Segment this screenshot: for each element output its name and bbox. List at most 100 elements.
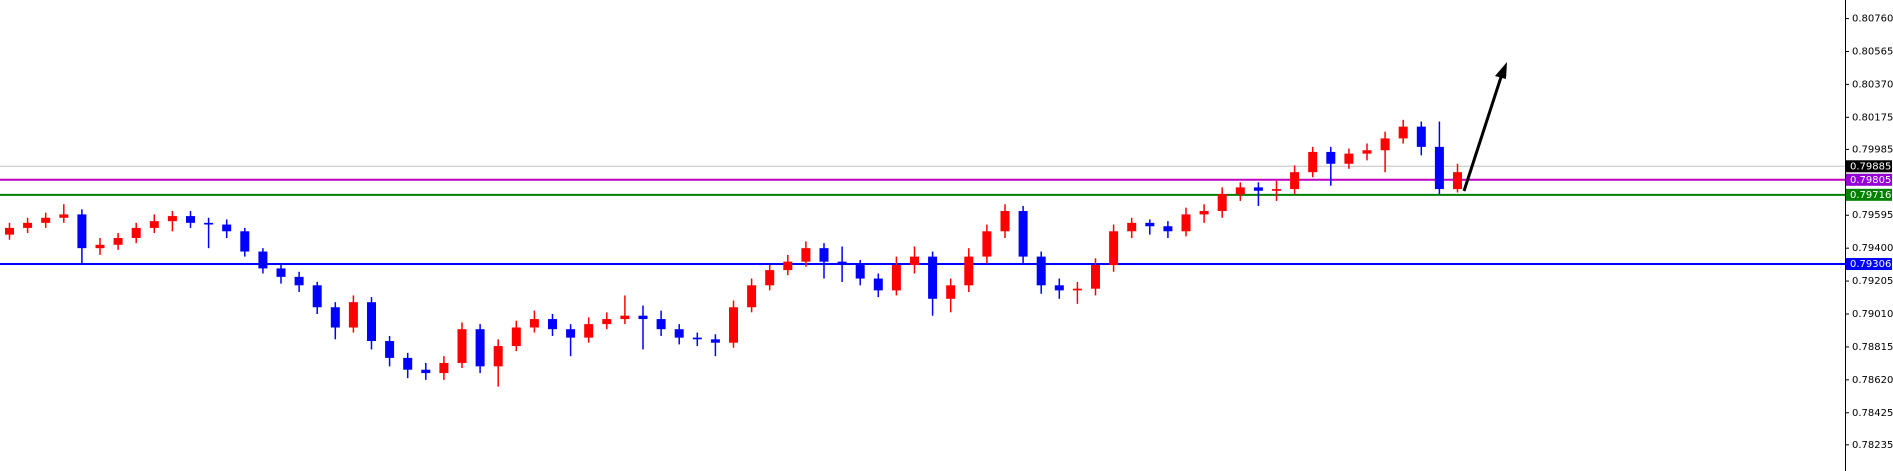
- candle-body: [204, 222, 214, 225]
- candle-body: [1272, 189, 1281, 191]
- candle-body: [131, 227, 141, 239]
- candle-body: [167, 216, 177, 222]
- candle-body: [95, 244, 105, 249]
- candle-body: [928, 256, 938, 299]
- candle-body: [801, 248, 811, 262]
- candle-body: [1290, 172, 1300, 190]
- candle-body: [439, 362, 449, 374]
- y-tick-label: 0.79010: [1852, 309, 1893, 320]
- candle-body: [1453, 172, 1462, 190]
- candle-body: [1326, 151, 1336, 164]
- candle-body: [186, 216, 195, 223]
- candle-body: [1362, 150, 1372, 154]
- candle-body: [5, 227, 14, 235]
- candle-body: [566, 329, 576, 338]
- level-label-box: [1846, 173, 1892, 186]
- candle-body: [258, 251, 268, 269]
- candle-body: [403, 357, 413, 370]
- candle-body: [1235, 187, 1245, 195]
- candle-body: [855, 265, 865, 279]
- y-tick-label: 0.80565: [1852, 46, 1893, 57]
- y-tick-label: 0.79595: [1852, 210, 1893, 221]
- candle-body: [457, 329, 467, 363]
- candle-body: [348, 302, 358, 328]
- candle-body: [1036, 256, 1046, 286]
- candle-body: [1109, 231, 1119, 266]
- level-label-box: [1846, 160, 1892, 173]
- candle-body: [23, 222, 33, 228]
- candle-body: [276, 268, 286, 277]
- candle-body: [222, 224, 232, 232]
- candle-body: [149, 221, 159, 228]
- candle-body: [1398, 126, 1408, 139]
- candle-body: [1091, 265, 1100, 289]
- candle-body: [674, 329, 684, 338]
- candle-body: [493, 346, 503, 367]
- candle-body: [837, 261, 847, 266]
- candle-body: [59, 214, 69, 218]
- level-label: 0.79885: [1850, 161, 1891, 172]
- candle-body: [982, 231, 992, 257]
- candle-body: [729, 307, 738, 343]
- candle-body: [1145, 222, 1155, 227]
- candle-body: [113, 238, 123, 245]
- candle-body: [548, 319, 557, 330]
- y-tick-label: 0.79400: [1852, 243, 1893, 254]
- candle-body: [1072, 288, 1082, 291]
- y-tick-label: 0.79205: [1852, 276, 1893, 287]
- y-tick-label: 0.80175: [1852, 112, 1893, 123]
- candle-body: [240, 231, 250, 252]
- candle-body: [1127, 222, 1137, 232]
- y-tick-label: 0.78815: [1852, 342, 1893, 353]
- candle-body: [710, 339, 720, 343]
- candle-body: [638, 315, 648, 320]
- y-tick-label: 0.80370: [1852, 79, 1893, 90]
- candle-body: [312, 285, 322, 308]
- level-label: 0.79716: [1850, 190, 1891, 201]
- candle-body: [1217, 194, 1227, 212]
- level-label-box: [1846, 258, 1892, 271]
- level-label-box: [1846, 188, 1892, 201]
- candle-body: [656, 319, 666, 330]
- candle-body: [964, 256, 974, 286]
- candle-body: [421, 369, 431, 374]
- candle-body: [1018, 211, 1028, 257]
- candle-body: [747, 285, 757, 308]
- candle-body: [367, 302, 376, 342]
- candle-body: [385, 341, 395, 358]
- candle-body: [77, 214, 87, 249]
- candle-body: [529, 319, 539, 328]
- candle-body: [783, 261, 793, 271]
- candle-body: [330, 307, 340, 328]
- y-tick-label: 0.78425: [1852, 408, 1893, 419]
- candle-body: [294, 276, 304, 286]
- y-tick-label: 0.78620: [1852, 375, 1893, 386]
- y-tick-label: 0.80760: [1852, 14, 1893, 25]
- candle-body: [602, 319, 612, 325]
- candle-body: [819, 248, 829, 262]
- candle-body: [511, 327, 521, 347]
- candle-body: [1434, 146, 1444, 190]
- candle-body: [41, 217, 51, 223]
- level-label: 0.79306: [1850, 259, 1891, 270]
- candle-body: [1416, 126, 1426, 147]
- candle-body: [1181, 214, 1191, 232]
- candle-body: [910, 256, 919, 266]
- candle-body: [1344, 153, 1354, 164]
- candle-body: [1000, 211, 1010, 232]
- candle-body: [1308, 151, 1318, 173]
- y-tick-label: 0.79985: [1852, 144, 1893, 155]
- candle-body: [765, 270, 775, 286]
- candle-body: [584, 324, 594, 338]
- candle-body: [620, 315, 630, 320]
- candle-body: [1253, 187, 1263, 191]
- candle-body: [692, 337, 702, 340]
- y-tick-label: 0.78235: [1852, 440, 1893, 451]
- trend-arrow: [1462, 62, 1507, 192]
- candle-body: [1054, 285, 1064, 291]
- candle-body: [891, 265, 901, 291]
- candle-body: [946, 285, 956, 299]
- candle-body: [1163, 226, 1173, 232]
